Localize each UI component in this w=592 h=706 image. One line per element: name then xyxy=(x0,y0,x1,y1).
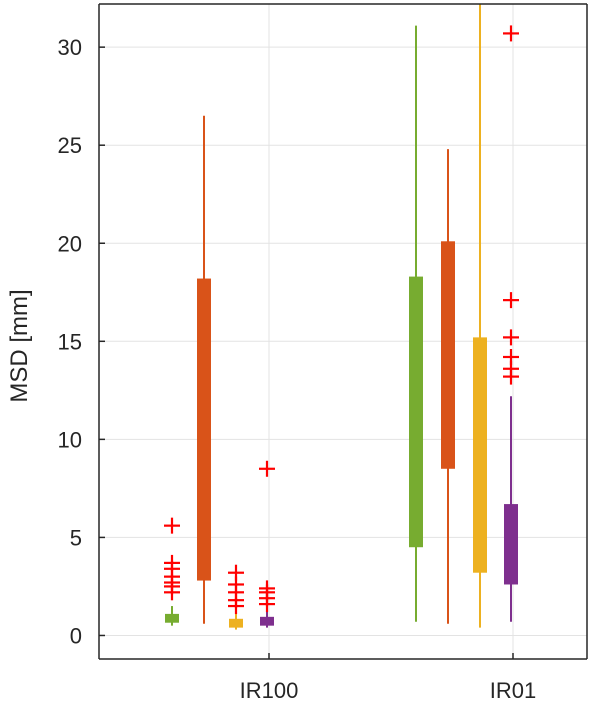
y-axis-label: MSD [mm] xyxy=(6,289,33,402)
outlier-marker xyxy=(503,348,519,365)
x-tick-label: IR01 xyxy=(490,678,536,703)
plot-data xyxy=(164,4,519,630)
outlier-marker xyxy=(259,460,275,477)
y-tick-label: 25 xyxy=(58,133,82,158)
outlier-marker xyxy=(164,554,180,571)
box xyxy=(165,613,179,623)
box xyxy=(197,278,211,581)
y-tick-label: 30 xyxy=(58,35,82,60)
box-IR01-4 xyxy=(503,25,519,622)
x-tick-label: IR100 xyxy=(240,678,299,703)
box-IR100-2 xyxy=(197,115,211,624)
box-IR100-1 xyxy=(164,517,180,626)
y-tick-label: 0 xyxy=(70,623,82,648)
axes: 0 5 10 15 20 25 30 IR100 IR01 xyxy=(58,3,588,703)
outlier-marker xyxy=(503,292,519,309)
box xyxy=(441,241,455,469)
box-IR100-4 xyxy=(259,460,275,628)
box-IR01-3 xyxy=(473,4,487,628)
y-tick-label: 5 xyxy=(70,525,82,550)
y-tick-label: 10 xyxy=(58,427,82,452)
y-tick-label: 15 xyxy=(58,329,82,354)
outlier-marker xyxy=(503,329,519,346)
outlier-marker xyxy=(503,25,519,42)
box-IR01-2 xyxy=(441,149,455,624)
box-IR100-3 xyxy=(228,564,244,630)
outlier-marker xyxy=(164,517,180,534)
box xyxy=(473,337,487,573)
outlier-marker xyxy=(259,580,275,597)
box xyxy=(229,618,243,628)
outlier-marker xyxy=(228,564,244,581)
box-IR01-1 xyxy=(409,25,423,622)
box xyxy=(504,504,518,585)
y-tick-label: 20 xyxy=(58,231,82,256)
box xyxy=(409,276,423,548)
box xyxy=(260,616,274,626)
